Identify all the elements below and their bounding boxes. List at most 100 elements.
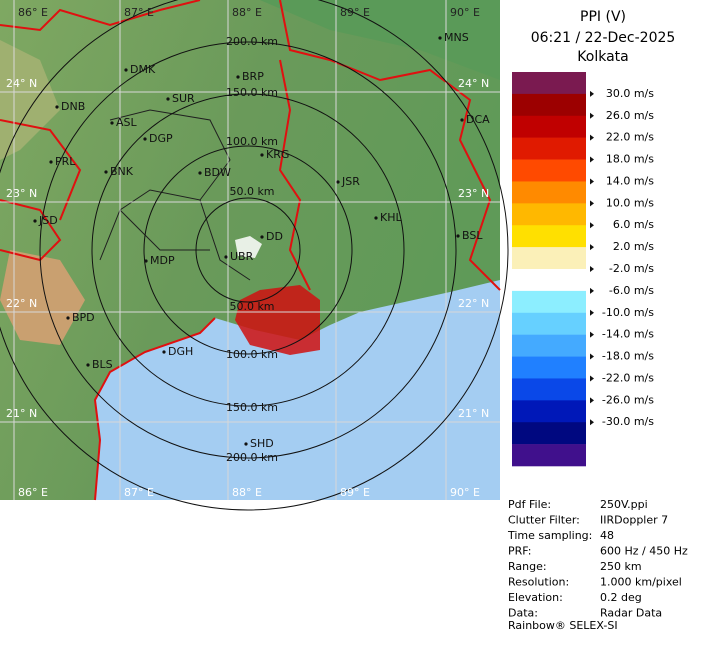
plain: [260, 0, 500, 80]
info-label: PRF:: [508, 545, 531, 558]
longitude-label: 87° E: [124, 6, 154, 19]
city-marker: [260, 235, 264, 239]
scale-label: -14.0 m/s: [602, 328, 654, 341]
scale-label: -30.0 m/s: [602, 415, 654, 428]
scale-tick: [590, 309, 594, 316]
footer: Rainbow® SELEX-SI: [508, 619, 618, 632]
city-label: JSD: [38, 214, 58, 227]
city-marker: [86, 363, 90, 367]
scale-label: 14.0 m/s: [606, 174, 654, 187]
map: [0, 0, 501, 501]
scale-tick: [590, 375, 594, 382]
scale-band: [512, 422, 586, 445]
scale-tick: [590, 156, 594, 163]
city-marker: [104, 170, 108, 174]
latitude-label: 23° N: [458, 187, 489, 200]
echo: [235, 236, 262, 258]
latitude-label: 22° N: [6, 297, 37, 310]
scale-band: [512, 181, 586, 204]
scale-band: [512, 444, 586, 467]
latitude-label: 24° N: [6, 77, 37, 90]
scale-band: [512, 247, 586, 270]
info-value: 600 Hz / 450 Hz: [600, 545, 688, 558]
city-marker: [198, 171, 202, 175]
scale-tick: [590, 90, 594, 97]
scale-tick: [590, 397, 594, 404]
city-marker: [260, 153, 264, 157]
scale-band: [512, 115, 586, 138]
city-label: BPD: [72, 311, 95, 324]
longitude-label: 86° E: [18, 486, 48, 499]
info-panel: [502, 500, 706, 642]
city-marker: [460, 118, 464, 122]
scale-band: [512, 290, 586, 314]
longitude-label: 89° E: [340, 6, 370, 19]
scale-band: [512, 225, 586, 248]
info-label: Range:: [508, 560, 547, 573]
border: [0, 0, 501, 501]
range-label: 50.0 km: [229, 185, 274, 198]
scale-tick: [590, 331, 594, 338]
scale-label: 18.0 m/s: [606, 153, 654, 166]
range-ring: [195, 197, 301, 303]
city-marker: [166, 97, 170, 101]
map-labels: 86° E 86° E 87° E 87° E 88° E 88° E 89° E 89° E…: [6, 6, 490, 499]
city-label: ASL: [116, 116, 138, 129]
scale-label: 22.0 m/s: [606, 131, 654, 144]
scale-band: [512, 72, 586, 95]
latitude-label: 22° N: [458, 297, 489, 310]
city-label: UBR: [230, 250, 254, 263]
info-value: IIRDoppler 7: [600, 514, 668, 527]
scale-tick: [590, 353, 594, 360]
city-marker: [66, 316, 70, 320]
range-label: 100.0 km: [226, 135, 278, 148]
city-label: SHD: [250, 437, 274, 450]
range-label: 150.0 km: [226, 401, 278, 414]
longitude-label: 90° E: [450, 486, 480, 499]
scale-label: 6.0 m/s: [613, 218, 654, 231]
range-ring: [143, 145, 353, 355]
scale-label: -18.0 m/s: [602, 350, 654, 363]
city-marker: [143, 137, 147, 141]
range-label: 50.0 km: [229, 300, 274, 313]
longitude-label: 89° E: [340, 486, 370, 499]
city-marker: [374, 216, 378, 220]
scale-band: [512, 137, 586, 160]
city-label: PRL: [55, 155, 76, 168]
city-label: BNK: [110, 165, 134, 178]
scale-tick: [590, 134, 594, 141]
city-label: DGH: [168, 345, 193, 358]
info-value: Radar Data: [600, 607, 662, 620]
city-label: SUR: [172, 92, 195, 105]
city-label: BRP: [242, 70, 264, 83]
info-label: Data:: [508, 607, 538, 620]
highland: [0, 250, 85, 345]
info-label: Pdf File:: [508, 498, 551, 511]
scale-label: 30.0 m/s: [606, 87, 654, 100]
info-table: Pdf File: 250V.ppi Clutter Filter: IIRDoppl…: [507, 498, 688, 620]
scale-tick: [590, 200, 594, 207]
longitude-label: 87° E: [124, 486, 154, 499]
city-marker: [162, 350, 166, 354]
scale-label: -22.0 m/s: [602, 371, 654, 384]
info-value: 250 km: [600, 560, 642, 573]
city-label: DGP: [149, 132, 173, 145]
city-marker: [244, 442, 248, 446]
scale-band: [512, 93, 586, 117]
city-marker: [224, 255, 228, 259]
echo: [235, 285, 320, 355]
city-label: DNB: [61, 100, 85, 113]
scale-band: [512, 269, 586, 292]
city-label: DCA: [466, 113, 490, 126]
info-label: Resolution:: [508, 576, 569, 589]
city-label: BSL: [462, 229, 483, 242]
scale-tick: [590, 266, 594, 272]
range-ring: [39, 41, 457, 459]
latitude-label: 21° N: [458, 407, 489, 420]
city-label: KRG: [266, 148, 289, 161]
scale-label: -2.0 m/s: [609, 262, 654, 275]
city-label: JSR: [341, 175, 360, 188]
city-label: KHL: [380, 211, 402, 224]
scale-tick: [590, 112, 594, 119]
